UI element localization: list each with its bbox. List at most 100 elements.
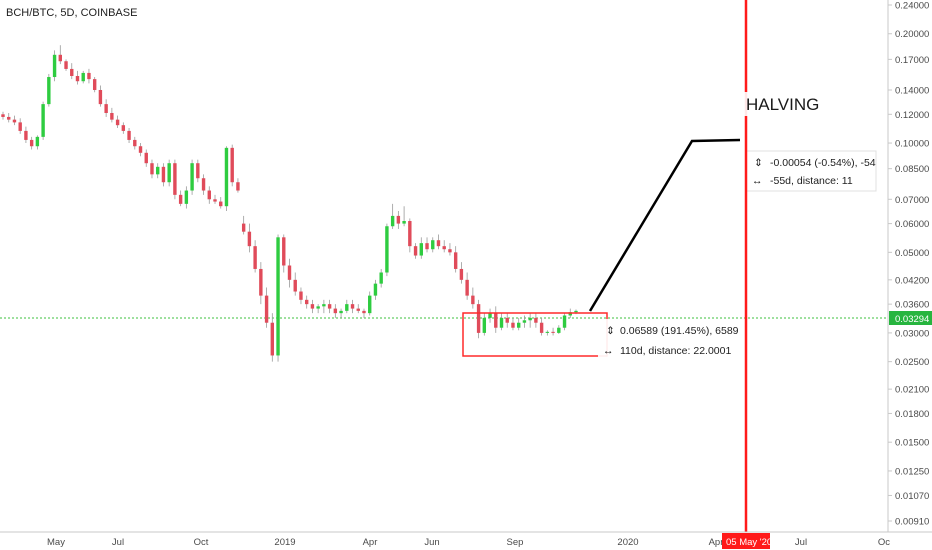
candle-body <box>287 265 292 280</box>
candle <box>7 112 11 123</box>
x-tick-label: Jul <box>795 537 807 548</box>
candle-body <box>64 61 68 69</box>
candle-body <box>70 68 74 76</box>
candle <box>499 313 504 331</box>
candle-body <box>476 304 481 333</box>
candle <box>110 107 114 123</box>
x-tick-label: Oct <box>194 537 209 548</box>
candle-body <box>92 79 97 90</box>
candle-body <box>241 223 246 232</box>
candle-body <box>522 320 527 323</box>
candle <box>24 126 28 144</box>
candle-body <box>18 122 22 131</box>
candle <box>402 206 406 227</box>
candle <box>373 279 378 300</box>
candle-body <box>138 146 143 153</box>
candle <box>70 63 74 80</box>
candle-body <box>150 163 154 175</box>
range-measure-label: ⇕ 0.06589 (191.45%), 6589 ↔ 110d, distan… <box>598 319 739 361</box>
candle-body <box>390 215 395 227</box>
candle <box>327 299 332 314</box>
candle-body <box>505 317 509 323</box>
candle-body <box>24 130 28 140</box>
candle <box>333 304 338 318</box>
time-axis[interactable]: May Jul Oct 2019 Apr Jun Sep 2020 Apr Jul Oc <box>47 537 890 548</box>
candle-body <box>333 308 338 314</box>
projection-line[interactable] <box>588 138 741 312</box>
candle <box>471 287 475 309</box>
candle-body <box>471 295 475 305</box>
candle-body <box>207 190 211 200</box>
symbol-header: BCH/BTC, 5D, COINBASE <box>6 7 137 19</box>
candle-body <box>396 215 401 224</box>
y-tick-label: 0.01250 <box>895 466 929 477</box>
candle <box>115 115 120 129</box>
candle <box>522 315 527 328</box>
candle-body <box>562 315 567 328</box>
candle-body <box>574 310 578 313</box>
candle-body <box>87 72 91 80</box>
candle-body <box>144 152 148 164</box>
candle <box>350 299 355 314</box>
candle <box>459 262 464 284</box>
candle-body <box>362 310 366 314</box>
candle <box>18 118 22 134</box>
x-tick-label: Oc <box>878 537 890 548</box>
candle-body <box>201 178 206 191</box>
range-measure-line2: 110d, distance: 22.0001 <box>620 345 731 357</box>
candle-body <box>230 147 234 183</box>
x-tick-label: 2019 <box>274 537 295 548</box>
x-tick-label: Apr <box>363 537 378 548</box>
candle-body <box>270 322 275 356</box>
y-tick-label: 0.14000 <box>895 85 929 96</box>
candle <box>385 223 389 277</box>
y-tick-label: 0.03600 <box>895 300 929 311</box>
candle <box>413 243 418 259</box>
y-tick-label: 0.01070 <box>895 491 929 502</box>
candle-body <box>465 279 469 296</box>
candle-body <box>161 166 166 183</box>
svg-text:⇕: ⇕ <box>754 157 763 169</box>
candle <box>247 223 252 253</box>
price-axis[interactable]: 0.24000 0.20000 0.17000 0.14000 0.12000 0.100… <box>888 1 929 528</box>
candle <box>431 237 435 253</box>
candle <box>207 186 211 204</box>
projection-measure-line1: -0.00054 (-0.54%), -54 <box>770 157 876 169</box>
candle <box>545 330 550 336</box>
candle-body <box>299 291 303 300</box>
candle-body <box>259 268 263 296</box>
candle <box>465 272 469 300</box>
halving-date-label: 05 May '20 <box>726 537 772 548</box>
candle-body <box>551 331 555 333</box>
svg-text:⇕: ⇕ <box>606 325 615 337</box>
candle-body <box>419 243 423 256</box>
candle-body <box>190 163 194 191</box>
candle-body <box>534 317 538 323</box>
y-tick-label: 0.20000 <box>895 29 929 40</box>
candle <box>144 149 148 167</box>
last-price-value: 0.03294 <box>895 314 929 325</box>
candle <box>35 135 40 150</box>
y-tick-label: 0.01800 <box>895 409 929 420</box>
candle <box>253 240 257 273</box>
x-tick-label: May <box>47 537 65 548</box>
candle <box>219 197 223 209</box>
x-tick-label: Sep <box>507 537 524 548</box>
candle <box>270 313 275 362</box>
candle-body <box>173 163 177 195</box>
candle-body <box>133 139 137 147</box>
candle <box>41 101 45 140</box>
candle <box>150 159 154 179</box>
candle <box>304 295 309 309</box>
candle <box>396 210 401 229</box>
candle <box>58 45 62 65</box>
candle <box>528 313 532 328</box>
halving-date-tag <box>722 533 770 549</box>
y-tick-label: 0.00910 <box>895 517 929 528</box>
projection-measure-label: ⇕ -0.00054 (-0.54%), -54 ↔ -55d, distanc… <box>745 150 877 192</box>
candle-body <box>47 77 51 105</box>
candle <box>127 128 131 144</box>
candle-body <box>517 322 521 328</box>
x-tick-label: Jun <box>424 537 439 548</box>
